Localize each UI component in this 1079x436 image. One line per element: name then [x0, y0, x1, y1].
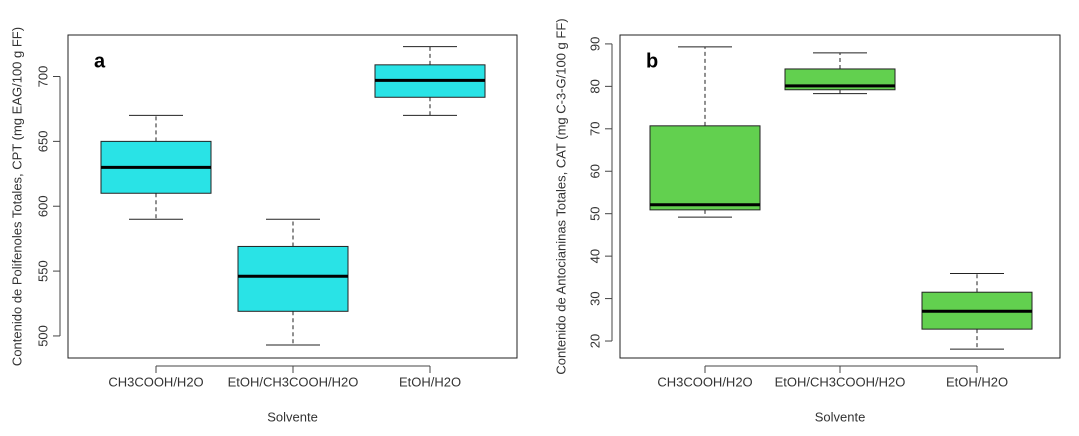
- y-tick-label: 700: [35, 66, 50, 88]
- x-tick-label: CH3COOH/H2O: [657, 374, 752, 389]
- x-axis-title: Solvente: [815, 409, 866, 424]
- y-axis-title: Contenido de Antocianinas Totales, CAT (…: [553, 18, 568, 374]
- y-tick-label: 60: [587, 164, 602, 178]
- y-tick-label: 40: [587, 249, 602, 263]
- x-tick-label: CH3COOH/H2O: [108, 374, 203, 389]
- y-tick-label: 90: [587, 37, 602, 51]
- x-tick-label: EtOH/CH3COOH/H2O: [775, 374, 906, 389]
- y-tick-label: 70: [587, 122, 602, 136]
- plot-frame: [67, 34, 518, 359]
- y-tick-label: 650: [35, 131, 50, 153]
- plot-frame: [619, 34, 1061, 359]
- y-tick-label: 30: [587, 291, 602, 305]
- y-tick-label: 20: [587, 334, 602, 348]
- y-tick-label: 500: [35, 325, 50, 347]
- panel-label: b: [646, 50, 658, 72]
- box: [237, 245, 349, 312]
- panel-label: a: [94, 50, 106, 72]
- y-axis-title: Contenido de Polifenoles Totales, CPT (m…: [9, 27, 24, 366]
- y-tick-label: 550: [35, 260, 50, 282]
- y-tick-label: 600: [35, 195, 50, 217]
- y-tick-label: 80: [587, 79, 602, 93]
- x-axis-title: Solvente: [267, 409, 318, 424]
- x-tick-label: EtOH/CH3COOH/H2O: [228, 374, 359, 389]
- box: [649, 125, 761, 211]
- y-tick-label: 50: [587, 206, 602, 220]
- x-tick-label: EtOH/H2O: [946, 374, 1008, 389]
- x-tick-label: EtOH/H2O: [399, 374, 461, 389]
